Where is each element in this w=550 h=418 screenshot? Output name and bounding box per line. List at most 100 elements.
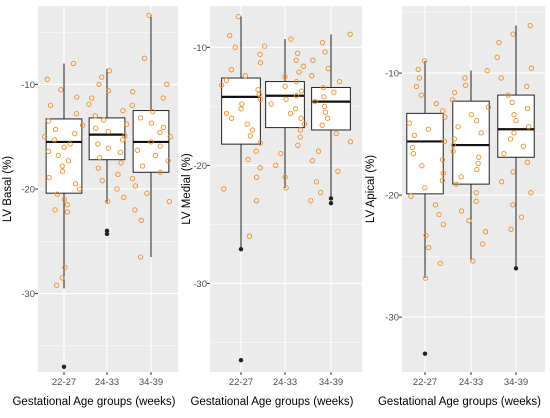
data-point <box>418 92 424 98</box>
data-point <box>138 217 144 224</box>
panel-3: -10 -20 -30 22-27 24-33 34-39 Gestational Age … <box>365 6 545 408</box>
data-point <box>433 100 439 107</box>
x-tick-label: 24-33 <box>459 377 483 388</box>
data-point <box>45 118 52 124</box>
data-point <box>132 183 139 189</box>
data-point <box>160 95 166 101</box>
data-point <box>524 83 530 90</box>
data-point <box>99 177 105 184</box>
data-point <box>149 108 156 115</box>
data-point <box>257 96 264 102</box>
y-tick-label: -10 <box>193 43 207 54</box>
data-point <box>336 78 343 85</box>
data-point <box>70 60 77 67</box>
data-point <box>95 141 101 147</box>
data-point <box>510 169 516 175</box>
data-point <box>301 121 308 127</box>
data-point <box>484 68 490 74</box>
x-tick-label: 24-33 <box>95 377 119 388</box>
data-point <box>74 94 80 100</box>
data-point <box>524 159 531 165</box>
data-point <box>440 170 446 176</box>
data-point <box>146 12 152 19</box>
data-point <box>42 134 48 140</box>
data-point <box>96 81 102 88</box>
data-point <box>298 115 304 121</box>
data-point <box>242 73 248 79</box>
data-point <box>458 174 464 180</box>
data-point <box>419 163 425 169</box>
data-point <box>423 232 429 239</box>
x-axis-title: Gestational Age groups (weeks) <box>12 396 175 408</box>
y-axis-title: LV Apical (%) <box>365 155 377 223</box>
data-point <box>496 39 502 46</box>
data-point <box>324 115 331 121</box>
data-point <box>123 121 130 127</box>
data-point <box>79 122 86 128</box>
data-point <box>482 229 489 235</box>
data-point <box>278 150 284 157</box>
data-point <box>164 81 170 88</box>
data-point <box>99 74 105 80</box>
data-point <box>167 134 173 140</box>
data-point <box>61 196 67 203</box>
outlier-point <box>104 231 110 237</box>
data-point <box>73 111 80 117</box>
data-point <box>494 54 500 60</box>
outlier-point <box>328 200 334 206</box>
iqr-box <box>406 112 444 195</box>
data-point <box>308 198 314 204</box>
data-point <box>287 110 294 117</box>
data-point <box>283 96 289 102</box>
y-axis-title: LV Basal (%) <box>2 156 14 222</box>
data-point <box>228 115 235 121</box>
data-point <box>298 88 305 94</box>
data-point <box>450 142 457 148</box>
data-point <box>58 87 64 93</box>
data-point <box>54 191 61 197</box>
data-point <box>134 147 141 153</box>
data-point <box>312 98 318 105</box>
data-point <box>92 113 98 119</box>
data-point <box>426 244 432 251</box>
data-point <box>510 202 516 208</box>
data-point <box>157 143 163 149</box>
data-point <box>249 127 256 133</box>
data-point <box>422 275 429 281</box>
data-point <box>114 186 120 192</box>
data-point <box>510 31 516 37</box>
outlier-point <box>328 196 334 201</box>
data-point <box>148 120 155 126</box>
outlier-point <box>422 351 428 356</box>
data-point <box>51 137 58 143</box>
data-point <box>55 152 61 159</box>
data-point <box>223 110 230 117</box>
data-point <box>297 127 304 133</box>
data-point <box>105 128 111 135</box>
data-point <box>139 163 146 169</box>
data-point <box>458 208 465 214</box>
data-point <box>238 106 244 112</box>
data-point <box>288 36 294 42</box>
data-point <box>436 211 442 218</box>
data-point <box>273 162 279 169</box>
y-tick-label: -20 <box>385 191 399 202</box>
data-point <box>331 89 337 95</box>
outlier-point <box>238 357 244 363</box>
data-point <box>262 43 268 49</box>
data-point <box>268 101 274 107</box>
iqr-box <box>311 86 351 131</box>
data-point <box>293 78 300 85</box>
box-34-39 <box>497 25 535 271</box>
data-point <box>416 75 423 81</box>
data-point <box>221 186 227 192</box>
data-point <box>470 258 476 264</box>
data-point <box>59 163 65 169</box>
iqr-box <box>88 117 126 161</box>
data-point <box>295 142 301 148</box>
data-point <box>524 105 531 112</box>
data-point <box>508 226 514 232</box>
data-point <box>451 89 458 96</box>
data-point <box>227 32 233 39</box>
